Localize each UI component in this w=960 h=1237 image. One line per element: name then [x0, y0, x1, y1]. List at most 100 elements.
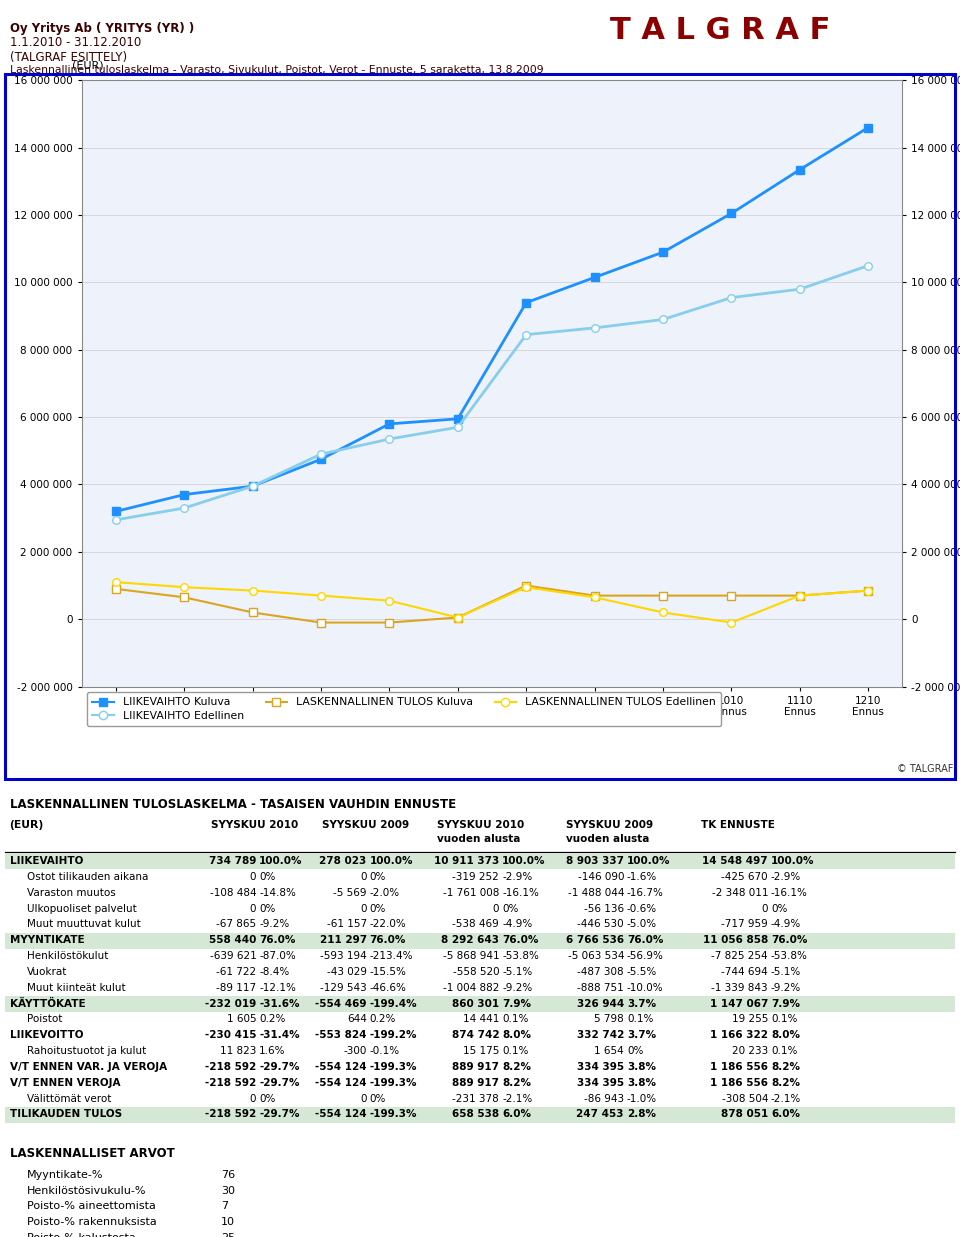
Text: 0.1%: 0.1%: [627, 1014, 653, 1024]
Text: 100.0%: 100.0%: [627, 856, 670, 866]
Text: 30: 30: [221, 1185, 235, 1195]
Text: 14 548 497: 14 548 497: [703, 856, 768, 866]
Text: 20 233: 20 233: [732, 1047, 768, 1056]
Text: (EUR): (EUR): [72, 61, 104, 71]
Text: 0%: 0%: [370, 872, 386, 882]
Text: -446 530: -446 530: [577, 919, 624, 929]
Text: -129 543: -129 543: [320, 982, 367, 992]
Text: MYYNTIKATE: MYYNTIKATE: [10, 935, 84, 945]
Text: -86 943: -86 943: [584, 1094, 624, 1103]
Text: -1 761 008: -1 761 008: [443, 888, 499, 898]
Text: -7 825 254: -7 825 254: [711, 951, 768, 961]
Text: KÄYTTÖKATE: KÄYTTÖKATE: [10, 998, 85, 1008]
Text: 8 292 643: 8 292 643: [442, 935, 499, 945]
Text: LASKENNALLISET ARVOT: LASKENNALLISET ARVOT: [10, 1148, 175, 1160]
Text: 0%: 0%: [259, 1094, 276, 1103]
Text: -232 019: -232 019: [205, 998, 256, 1008]
Text: 0: 0: [761, 903, 768, 913]
Text: 326 944: 326 944: [577, 998, 624, 1008]
Text: -12.1%: -12.1%: [259, 982, 296, 992]
Text: LASKENNALLINEN TULOSLASKELMA - TASAISEN VAUHDIN ENNUSTE: LASKENNALLINEN TULOSLASKELMA - TASAISEN …: [10, 798, 456, 811]
Text: 8 903 337: 8 903 337: [566, 856, 624, 866]
Text: -1 004 882: -1 004 882: [443, 982, 499, 992]
Text: 14 441: 14 441: [463, 1014, 499, 1024]
Text: 10 911 373: 10 911 373: [434, 856, 499, 866]
Text: 334 395: 334 395: [577, 1077, 624, 1087]
Text: -213.4%: -213.4%: [370, 951, 413, 961]
Text: vuoden alusta: vuoden alusta: [437, 834, 520, 844]
Text: 11 823: 11 823: [220, 1047, 256, 1056]
Text: Poistot: Poistot: [27, 1014, 62, 1024]
Text: -108 484: -108 484: [209, 888, 256, 898]
Text: SYYSKUU 2010: SYYSKUU 2010: [437, 820, 524, 830]
Text: 734 789: 734 789: [209, 856, 256, 866]
Text: -9.2%: -9.2%: [259, 919, 290, 929]
Text: 247 453: 247 453: [577, 1110, 624, 1119]
Text: 7: 7: [221, 1201, 228, 1211]
Text: 0.1%: 0.1%: [771, 1047, 797, 1056]
Text: 0%: 0%: [259, 903, 276, 913]
Text: -89 117: -89 117: [216, 982, 256, 992]
Text: -5 063 534: -5 063 534: [567, 951, 624, 961]
Text: 278 023: 278 023: [320, 856, 367, 866]
Text: -2.9%: -2.9%: [502, 872, 533, 882]
Text: 6 766 536: 6 766 536: [565, 935, 624, 945]
Text: 8.2%: 8.2%: [771, 1061, 800, 1071]
Text: -593 194: -593 194: [320, 951, 367, 961]
Text: Välittömät verot: Välittömät verot: [27, 1094, 111, 1103]
Text: -554 124: -554 124: [315, 1061, 367, 1071]
Text: Muut kiinteät kulut: Muut kiinteät kulut: [27, 982, 126, 992]
Text: Myyntikate-%: Myyntikate-%: [27, 1170, 104, 1180]
Text: SYYSKUU 2009: SYYSKUU 2009: [322, 820, 409, 830]
Text: 100.0%: 100.0%: [370, 856, 413, 866]
Text: -319 252: -319 252: [452, 872, 499, 882]
Text: 1 654: 1 654: [594, 1047, 624, 1056]
Text: -9.2%: -9.2%: [502, 982, 533, 992]
Text: 1 166 322: 1 166 322: [710, 1030, 768, 1040]
Text: 3.8%: 3.8%: [627, 1061, 656, 1071]
Text: 1.1.2010 - 31.12.2010: 1.1.2010 - 31.12.2010: [10, 36, 141, 49]
Text: -888 751: -888 751: [577, 982, 624, 992]
Text: 76.0%: 76.0%: [259, 935, 296, 945]
Text: -2.1%: -2.1%: [502, 1094, 533, 1103]
Text: SYYSKUU 2009: SYYSKUU 2009: [566, 820, 654, 830]
Text: 0%: 0%: [771, 903, 787, 913]
Text: 644: 644: [347, 1014, 367, 1024]
Text: -4.9%: -4.9%: [502, 919, 533, 929]
Text: 3.7%: 3.7%: [627, 1030, 656, 1040]
Text: -2.9%: -2.9%: [771, 872, 802, 882]
Text: Ulkopuoliset palvelut: Ulkopuoliset palvelut: [27, 903, 136, 913]
Text: Vuokrat: Vuokrat: [27, 967, 67, 977]
Text: vuoden alusta: vuoden alusta: [566, 834, 650, 844]
Text: -218 592: -218 592: [205, 1077, 256, 1087]
Text: -53.8%: -53.8%: [771, 951, 807, 961]
Text: 0: 0: [360, 872, 367, 882]
Text: 76.0%: 76.0%: [627, 935, 663, 945]
Text: -639 621: -639 621: [209, 951, 256, 961]
Text: -2.1%: -2.1%: [771, 1094, 802, 1103]
Text: Muut muuttuvat kulut: Muut muuttuvat kulut: [27, 919, 140, 929]
Text: -67 865: -67 865: [216, 919, 256, 929]
Text: 211 297: 211 297: [320, 935, 367, 945]
Text: 1 147 067: 1 147 067: [709, 998, 768, 1008]
Text: -9.2%: -9.2%: [771, 982, 802, 992]
Text: -5.1%: -5.1%: [502, 967, 533, 977]
Text: LIIKEVOITTO: LIIKEVOITTO: [10, 1030, 84, 1040]
Text: 878 051: 878 051: [721, 1110, 768, 1119]
Text: 334 395: 334 395: [577, 1061, 624, 1071]
Text: 0: 0: [250, 872, 256, 882]
Text: (EUR): (EUR): [10, 820, 44, 830]
Text: -231 378: -231 378: [452, 1094, 499, 1103]
Text: -199.2%: -199.2%: [370, 1030, 417, 1040]
Text: -16.1%: -16.1%: [771, 888, 807, 898]
Text: TILIKAUDEN TULOS: TILIKAUDEN TULOS: [10, 1110, 122, 1119]
Text: 76: 76: [221, 1170, 235, 1180]
Text: -744 694: -744 694: [721, 967, 768, 977]
Text: Rahoitustuotot ja kulut: Rahoitustuotot ja kulut: [27, 1047, 146, 1056]
Text: 1 605: 1 605: [227, 1014, 256, 1024]
Text: -425 670: -425 670: [721, 872, 768, 882]
Text: 76.0%: 76.0%: [771, 935, 807, 945]
Text: 25: 25: [221, 1233, 235, 1237]
Text: 0: 0: [250, 903, 256, 913]
Text: -1 488 044: -1 488 044: [567, 888, 624, 898]
